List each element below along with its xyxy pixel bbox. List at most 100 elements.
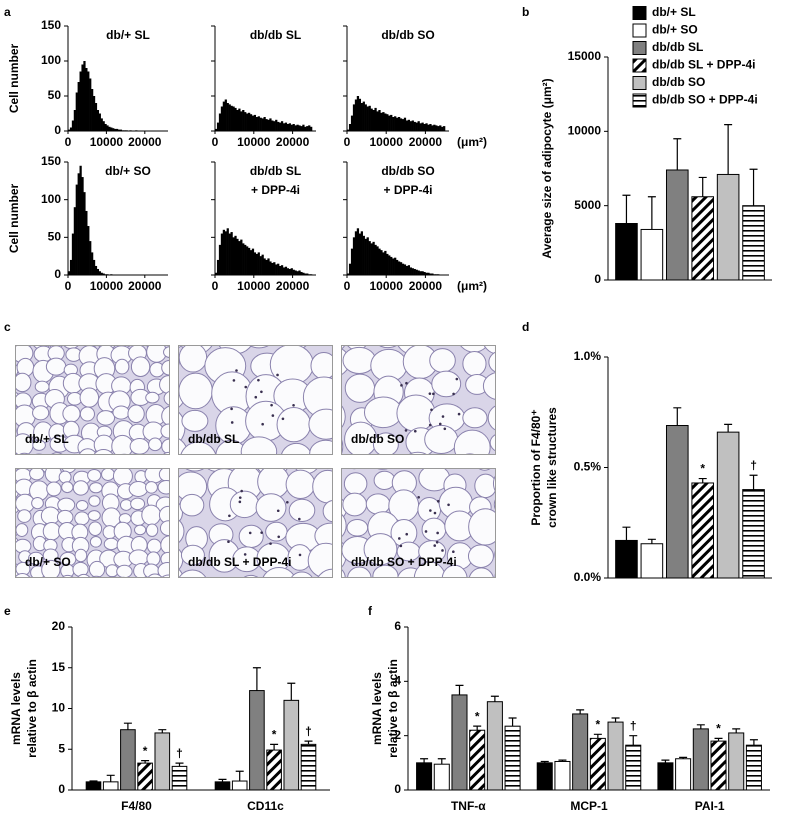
error-bar [141,760,150,764]
adipocyte [165,468,170,469]
error-bar [661,759,670,763]
legend-label: db/db SO + DPP-4i [652,93,758,107]
adipocyte [135,468,143,469]
adipocyte [262,567,296,578]
histogram-bar [405,265,409,275]
adipocyte [483,345,496,355]
adipocyte [373,470,396,490]
adipocyte [280,442,313,455]
histogram-bar [386,253,389,275]
adipocyte [285,469,316,500]
histogram-bar [409,121,412,131]
error-bar [696,724,705,729]
bar [249,690,265,791]
histogram-bar [370,108,373,131]
adipocyte [15,408,18,420]
adipocyte [87,468,102,482]
histogram-bar [265,119,268,131]
significance-mark: * [716,722,721,736]
adipocyte [79,387,100,408]
adipocyte [341,512,347,539]
adipocyte [247,345,271,349]
histogram-bar [421,271,424,275]
bar [137,762,153,791]
histogram-bar [92,96,96,131]
legend-label: db/db SL + DPP-4i [652,58,755,72]
histogram-bar [228,233,231,275]
y-tick-label: 10000 [568,124,602,138]
histogram-title: db/db SL [250,164,301,178]
histogram-bar [376,246,379,275]
histogram-bar [286,268,290,275]
y-axis-label: mRNA levels [9,672,23,745]
histogram-bar [292,124,295,131]
histogram-bar [308,125,311,131]
histogram-bar [247,247,251,275]
error-bar [508,717,517,727]
x-tick-label: 10000 [370,279,404,293]
histogram-bar [110,127,113,131]
adipocyte [61,468,77,474]
histogram-bar [392,117,395,131]
histogram-bar [368,105,371,131]
nucleus [455,377,459,381]
histogram-bar [290,124,293,131]
y-tick-label: 0.0% [574,570,602,584]
histogram-bar [77,82,80,131]
bar [486,701,503,791]
histogram-bar [300,126,303,131]
adipocyte [145,523,159,537]
histogram-bar [443,126,446,131]
adipocyte [103,537,119,551]
x-tick-label: 20000 [409,279,443,293]
nucleus [276,373,279,377]
histogram-bar [271,120,274,131]
adipocyte [119,499,133,511]
histogram-bar [370,243,373,275]
nucleus [270,403,273,407]
nucleus [254,395,258,399]
adipocyte [134,524,147,536]
adipocyte [15,553,17,561]
adipocyte [60,574,75,578]
micrograph-label: db/db SO [351,432,404,446]
panel-letter: d [522,320,529,334]
adipocyte [76,573,91,578]
histogram-bar [413,268,416,275]
histogram-bar [226,228,229,275]
histogram-bar [382,252,385,275]
adipocyte [363,533,398,566]
adipocyte [163,346,170,359]
micrograph-label: db/db SL + DPP-4i [188,555,291,569]
nucleus [277,535,281,539]
histogram-bar [222,229,225,275]
nucleus [260,390,263,394]
adipocyte [468,567,494,578]
panel-letter: b [522,5,529,19]
histogram-bar [396,259,399,275]
adipocyte [178,372,213,410]
histogram-bar [411,120,414,131]
histogram-bar [92,259,96,275]
histogram-bar [232,106,235,131]
histogram-bar [119,129,123,131]
panel-letter: f [368,604,373,618]
x-tick-label: F4/80 [121,799,152,813]
bar [607,721,624,791]
histogram-bar [224,99,227,131]
histogram-bar [347,129,350,131]
histogram-bar [399,262,403,275]
bar [85,781,102,791]
micrograph [178,468,333,578]
micrograph-frame [341,345,496,455]
histogram-bar [362,235,365,275]
x-tick-label: TNF-α [451,799,486,813]
bar [625,744,642,791]
nucleus [230,407,233,411]
histogram-bar [273,262,276,275]
histogram-bar [215,128,218,131]
histogram-bar [242,110,245,131]
x-axis-label: (μm²) [457,135,487,149]
adipocyte [106,576,119,578]
histogram-bar [288,268,291,275]
